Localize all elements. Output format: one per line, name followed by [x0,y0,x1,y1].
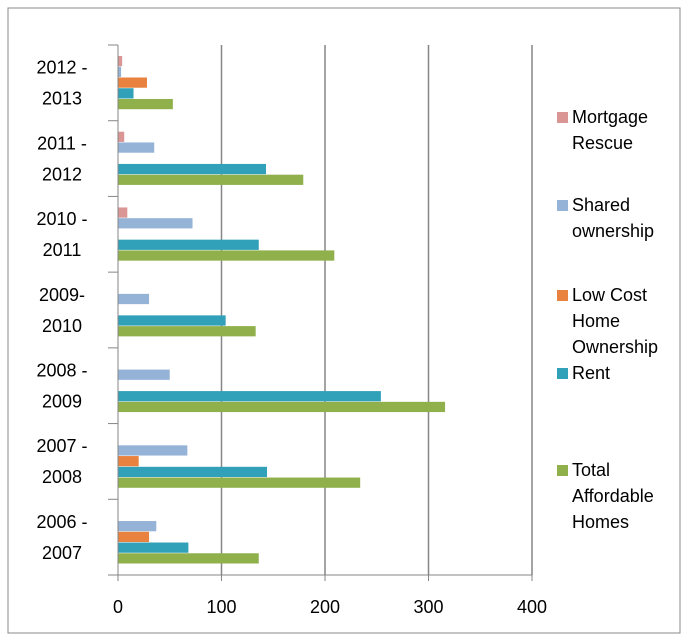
y-tick-label: 2009 [42,391,82,411]
bar [118,250,335,261]
legend-item: Total Affordable Homes [557,457,685,535]
bar [118,142,155,153]
y-tick-label: 2012 - [36,58,87,78]
bar [118,542,189,553]
chart-border [7,7,681,634]
bar [118,77,147,88]
bar [118,207,128,218]
x-tick-label: 0 [113,597,123,617]
bar [118,391,381,402]
x-tick-label: 400 [517,597,547,617]
legend-swatch [557,200,568,211]
y-tick-label: 2008 - [36,360,87,380]
bar [118,56,123,67]
legend-label: Mortgage Rescue [572,107,649,153]
bar [118,477,361,488]
legend-label: Total Affordable Homes [572,460,654,532]
bar [118,163,267,175]
legend-swatch [557,290,568,301]
x-tick-label: 100 [206,597,236,617]
bar [118,326,256,337]
bar [118,445,188,456]
y-tick-label: 2007 [42,543,82,563]
y-tick-label: 2009- [39,285,85,305]
bar [118,521,157,532]
bar [118,466,268,478]
bar [118,174,304,185]
bar [118,531,150,543]
legend-swatch [557,112,568,123]
legend-label: Low Cost Home Ownership [572,285,659,357]
bar [118,553,259,564]
x-tick-label: 200 [310,597,340,617]
legend-item: Low Cost Home Ownership [557,282,685,360]
y-tick-label: 2011 - [37,133,87,153]
y-tick-label: 2012 [42,164,82,184]
legend-swatch [557,368,568,379]
y-tick-label: 2010 [42,316,82,336]
bar [118,98,173,110]
bar [118,293,150,305]
bar [118,239,259,250]
bar [118,315,226,326]
x-tick-label: 300 [413,597,443,617]
bar [118,456,139,467]
y-tick-label: 2007 - [36,436,87,456]
legend-swatch [557,465,568,476]
legend-label: Rent [572,363,611,383]
bar [118,401,446,413]
bar [118,369,170,380]
y-tick-label: 2011 [43,240,82,260]
legend-item: Mortgage Rescue [557,104,685,156]
legend-label: Shared ownership [572,195,655,241]
bar [118,218,193,229]
bar [118,66,122,77]
bar [118,131,125,142]
legend-item: Rent [557,360,685,386]
legend-item: Shared ownership [557,192,685,244]
y-tick-label: 2013 [42,89,82,109]
y-tick-label: 2006 - [36,512,87,532]
y-tick-label: 2010 - [36,209,87,229]
y-tick-label: 2008 [42,467,82,487]
bar [118,88,134,99]
